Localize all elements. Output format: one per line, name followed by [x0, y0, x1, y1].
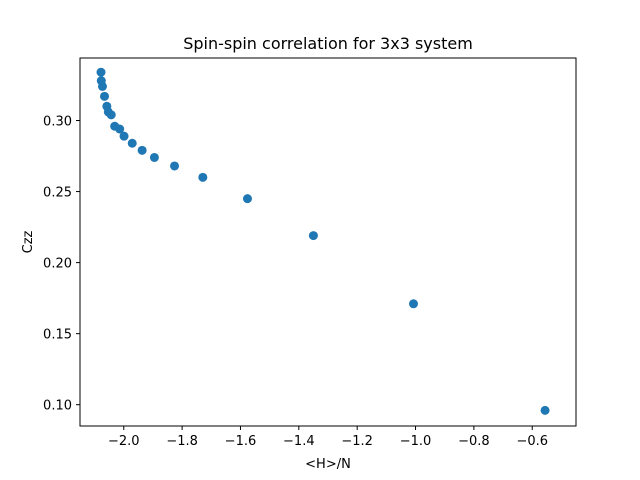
data-point: [119, 131, 129, 141]
data-point: [115, 124, 125, 134]
y-tick-label: 0.25: [43, 186, 72, 201]
x-tick-label: −1.6: [225, 434, 257, 449]
x-axis: −2.0 −1.8 −1.6 −1.4 −1.2 −1.0 −0.8 −0.6: [108, 426, 548, 449]
data-point: [127, 138, 137, 148]
x-tick-label: −0.6: [516, 434, 548, 449]
x-tick-label: −1.0: [400, 434, 432, 449]
y-axis: 0.10 0.15 0.20 0.25 0.30: [43, 115, 80, 414]
x-tick-label: −1.8: [166, 434, 198, 449]
data-point: [149, 152, 159, 162]
x-axis-label: <H>/N: [305, 457, 351, 472]
data-point: [540, 405, 550, 415]
x-tick-label: −2.0: [108, 434, 140, 449]
data-point: [137, 145, 147, 155]
data-point: [96, 67, 106, 77]
scatter-points: [96, 67, 550, 415]
data-point: [198, 172, 208, 182]
y-tick-label: 0.30: [43, 115, 72, 130]
data-point: [170, 161, 180, 171]
data-point: [408, 299, 418, 309]
data-point: [106, 110, 116, 120]
axes-frame: [79, 57, 577, 427]
y-axis-label: Czz: [21, 230, 36, 253]
x-tick-label: −1.4: [283, 434, 315, 449]
y-tick-label: 0.15: [43, 328, 72, 343]
data-point: [242, 194, 252, 204]
y-tick-label: 0.10: [43, 399, 72, 414]
x-tick-label: −1.2: [341, 434, 373, 449]
data-point: [97, 81, 107, 91]
data-point: [308, 231, 318, 241]
chart-title: Spin-spin correlation for 3x3 system: [183, 34, 473, 53]
x-tick-label: −0.8: [458, 434, 490, 449]
y-tick-label: 0.20: [43, 257, 72, 272]
data-point: [100, 91, 110, 101]
